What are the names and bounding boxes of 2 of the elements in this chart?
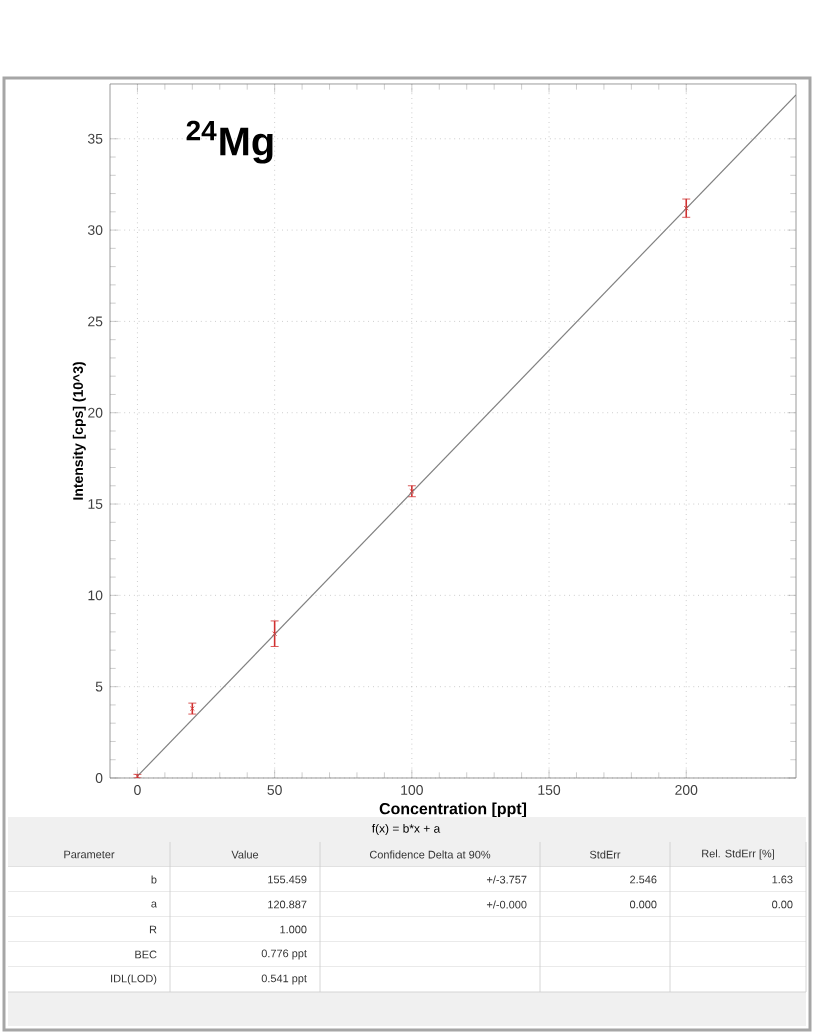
text: $^{24}$Mg	[186, 120, 273, 164]
point	[683, 205, 689, 211]
